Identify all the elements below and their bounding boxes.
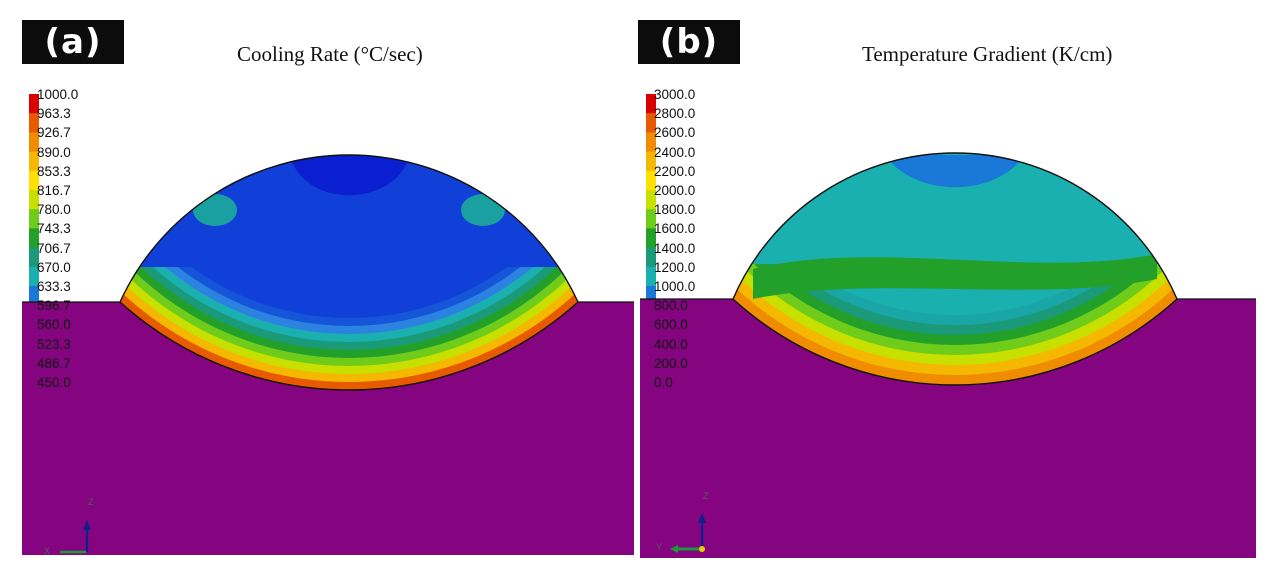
- dome-region: [751, 153, 1159, 264]
- color-swatch: [646, 113, 656, 133]
- min-cooling-zone: [289, 154, 411, 196]
- legend-label: 486.7: [37, 355, 71, 371]
- legend-label: 890.0: [37, 144, 71, 160]
- contour-patch: [753, 254, 1157, 299]
- legend-label: 2400.0: [654, 144, 696, 160]
- color-swatch: [646, 247, 656, 268]
- contour-patch: [461, 194, 505, 226]
- color-swatch: [646, 170, 656, 191]
- legend-label: 1000.0: [654, 279, 696, 294]
- color-swatch: [29, 113, 39, 133]
- color-swatch: [29, 151, 39, 172]
- legend-label: 743.3: [37, 221, 71, 237]
- legend-label: 1600.0: [654, 221, 696, 237]
- panel-b-tag: (b): [638, 20, 740, 64]
- panel-b-axis-triad: [670, 513, 706, 553]
- color-swatch: [29, 94, 39, 114]
- panel-b-title: Temperature Gradient (K/cm): [862, 42, 1113, 66]
- legend-label: 633.3: [37, 279, 71, 294]
- color-swatch: [29, 190, 39, 210]
- color-swatch: [646, 209, 656, 229]
- legend-label: 670.0: [37, 259, 71, 275]
- color-swatch: [29, 228, 39, 249]
- legend-label: 1000.0: [37, 87, 79, 102]
- legend-label: 596.7: [37, 298, 71, 314]
- color-swatch: [646, 266, 656, 287]
- color-swatch: [29, 247, 39, 268]
- contour-patch: [885, 155, 1025, 188]
- legend-label: 1400.0: [654, 240, 696, 256]
- color-swatch: [29, 286, 39, 306]
- panel-a-tag: (a): [22, 20, 124, 64]
- panel-a-title: Cooling Rate (°C/sec): [237, 42, 423, 66]
- pool-outline: [732, 152, 1178, 386]
- color-swatch: [646, 228, 656, 249]
- panel-a-z-axis-label: Z: [88, 497, 94, 507]
- color-swatch: [29, 209, 39, 229]
- legend-label: 963.3: [37, 106, 71, 122]
- panel-b-contour-plot: [640, 94, 1256, 558]
- panel-a-x-axis-label: X: [44, 546, 51, 556]
- panel-b-z-axis-label: Z: [703, 491, 709, 501]
- legend-label: 1200.0: [654, 259, 696, 275]
- color-swatch: [646, 286, 656, 306]
- panel-a-cooling-rate: (a) Cooling Rate (°C/sec) 1000.0 963.3 926…: [22, 20, 634, 556]
- legend-label: 926.7: [37, 125, 71, 141]
- legend-label: 523.3: [37, 336, 71, 352]
- legend-label: 816.7: [37, 183, 71, 198]
- color-swatch: [29, 266, 39, 287]
- color-swatch: [646, 132, 656, 153]
- legend-label: 853.3: [37, 163, 71, 179]
- legend-label: 2800.0: [654, 106, 696, 122]
- legend-label: 200.0: [654, 355, 688, 371]
- legend-label: 600.0: [654, 317, 688, 333]
- panel-a-contour-plot: [22, 94, 634, 555]
- legend-label: 706.7: [37, 240, 71, 256]
- legend-label: 400.0: [654, 336, 688, 352]
- legend-label: 0.0: [654, 375, 673, 390]
- legend-label: 2600.0: [654, 125, 696, 141]
- contour-patch: [193, 194, 237, 226]
- legend-label: 1800.0: [654, 202, 696, 218]
- color-swatch: [646, 151, 656, 172]
- legend-label: 560.0: [37, 317, 71, 333]
- dome-region: [139, 155, 559, 267]
- legend-label: 800.0: [654, 298, 688, 314]
- legend-label: 450.0: [37, 375, 71, 390]
- legend-label: 3000.0: [654, 87, 696, 102]
- panel-a-axis-triad: [60, 520, 91, 554]
- color-swatch: [29, 132, 39, 153]
- panel-b-temperature-gradient: (b) Temperature Gradient (K/cm) 3000.0 28…: [636, 0, 1272, 573]
- color-swatch: [646, 94, 656, 114]
- legend-label: 780.0: [37, 202, 71, 218]
- pool-outline: [119, 154, 579, 391]
- panel-b-y-axis-label: Y: [656, 542, 663, 552]
- color-swatch: [29, 170, 39, 191]
- legend-label: 2000.0: [654, 183, 696, 198]
- color-swatch: [646, 190, 656, 210]
- legend-label: 2200.0: [654, 163, 696, 179]
